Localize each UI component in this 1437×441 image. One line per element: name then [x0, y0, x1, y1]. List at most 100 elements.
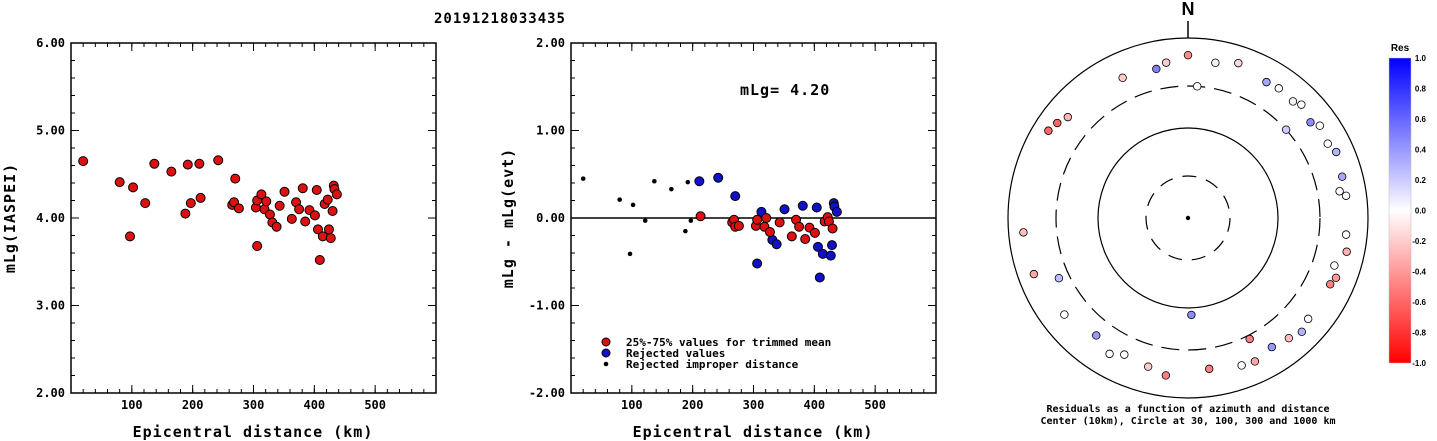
colorbar-tick-label: 0.6 — [1415, 115, 1427, 124]
data-point — [256, 189, 267, 200]
y-tick-label: -1.00 — [529, 299, 565, 313]
residual-point — [1250, 357, 1260, 366]
rejected-distance-point — [688, 218, 694, 223]
rejected-value-point — [694, 176, 705, 187]
y-tick-label: 6.00 — [36, 36, 65, 50]
residual-point — [1288, 97, 1298, 106]
rejected-value-point — [812, 241, 823, 252]
colorbar-tick-label: 0.0 — [1415, 207, 1427, 216]
data-point — [233, 203, 244, 214]
page-title: 20191218033435 — [434, 11, 566, 27]
data-point — [128, 182, 139, 193]
data-point — [312, 224, 323, 235]
residual-points — [1019, 50, 1351, 380]
residual-point — [1281, 125, 1291, 134]
residual-point — [1063, 112, 1073, 122]
y-tick-label: 0.00 — [536, 211, 565, 225]
residual-point — [1187, 310, 1196, 320]
y-tick-labels: 2.00 3.00 4.00 5.00 6.00 — [36, 36, 65, 400]
rejected-distance-point — [630, 202, 636, 208]
x-tick-label: 400 — [303, 398, 325, 412]
y-tick-labels: -2.00 -1.00 0.00 1.00 2.00 — [529, 36, 565, 400]
residual-point — [1297, 327, 1307, 337]
legend-entry: Rejected improper distance — [626, 358, 799, 371]
rejected-value-point — [825, 250, 836, 261]
y-tick-label: 1.00 — [536, 124, 565, 138]
data-point — [286, 213, 297, 224]
residual-point — [1331, 147, 1341, 157]
rejected-value-point — [771, 239, 782, 250]
ring-1000km — [1007, 37, 1369, 399]
rejected-value-point — [730, 191, 741, 202]
data-point — [323, 224, 334, 235]
legend: 25%-75% values for trimmed meanRejected … — [601, 336, 831, 371]
data-point — [114, 177, 125, 188]
residual-point — [1029, 269, 1039, 279]
rejected-value-point — [779, 204, 790, 215]
residual-point — [1161, 371, 1171, 380]
residual-point — [1330, 261, 1339, 270]
trimmed-mean-point — [761, 213, 772, 223]
residual-point — [1331, 273, 1341, 283]
north-label: N — [1182, 0, 1195, 19]
y-tick-label: 3.00 — [36, 299, 65, 313]
plot-frame — [70, 42, 437, 394]
residual-colorbar: Res 1.0 0.8 0.6 0.4 0.2 0.0 -0.2 -0.4 -0.6 -0.8 -1… — [1388, 43, 1427, 368]
residual-vs-distance-plot: -2.00 -1.00 0.00 1.00 2.00 100 200 300 400 500 m… — [499, 36, 937, 441]
residual-point — [1341, 191, 1351, 200]
rejected-value-point — [811, 202, 822, 213]
trimmed-mean-point — [695, 211, 706, 222]
x-tick-label: 200 — [682, 398, 704, 412]
residual-point — [1161, 58, 1171, 67]
data-point — [311, 185, 322, 195]
axis-ticks — [570, 42, 937, 394]
rejected-value-point — [713, 172, 724, 183]
residual-point — [1297, 100, 1306, 109]
data-point — [195, 192, 206, 203]
colorbar-scale — [1388, 57, 1412, 364]
rejected-distance-point — [617, 197, 622, 202]
trimmed-mean-point — [733, 220, 744, 231]
legend-marker — [603, 361, 609, 367]
legend-marker — [601, 348, 611, 358]
caption-line-1: Residuals as a function of azimuth and d… — [1047, 403, 1330, 415]
axis-ticks — [70, 42, 437, 394]
trimmed-mean-point — [774, 217, 785, 228]
colorbar-tick-label: 0.4 — [1415, 146, 1427, 155]
residual-point — [1183, 50, 1193, 60]
rejected-value-point — [814, 272, 825, 283]
data-point — [294, 204, 305, 215]
residual-point — [1054, 274, 1064, 283]
residual-point — [1337, 172, 1347, 181]
data-point — [125, 231, 136, 242]
rejected-distance-point — [627, 251, 633, 257]
residual-point — [1341, 230, 1351, 239]
residual-point — [1152, 64, 1161, 74]
trimmed-mean-point — [827, 223, 838, 234]
residual-point — [1211, 58, 1220, 68]
residual-point — [1118, 73, 1127, 83]
data-point — [166, 166, 177, 177]
residual-point — [1053, 118, 1062, 128]
y-tick-label: -2.00 — [529, 386, 565, 400]
residual-point — [1237, 361, 1246, 370]
residual-point — [1323, 139, 1332, 148]
x-tick-label: 500 — [364, 398, 386, 412]
data-point — [300, 216, 311, 227]
mlg-annotation: mLg= 4.20 — [740, 81, 830, 99]
rejected-value-point — [797, 200, 808, 211]
colorbar-tick-labels: 1.0 0.8 0.6 0.4 0.2 0.0 -0.2 -0.4 -0.6 -0.8 -1.0 — [1412, 54, 1426, 368]
y-tick-label: 5.00 — [36, 124, 65, 138]
residual-point — [1205, 364, 1214, 374]
data-point — [325, 233, 336, 244]
caption-line-2: Center (10km), Circle at 30, 100, 300 an… — [1040, 415, 1335, 427]
data-point — [180, 208, 191, 219]
rejected-distance-point — [683, 228, 688, 234]
residual-point — [1325, 280, 1335, 289]
colorbar-tick-label: -0.4 — [1412, 268, 1426, 277]
data-point — [327, 206, 338, 216]
rejected-distance-point — [580, 176, 586, 181]
colorbar-label: Res — [1391, 43, 1410, 54]
colorbar-tick-label: -0.2 — [1412, 237, 1426, 246]
